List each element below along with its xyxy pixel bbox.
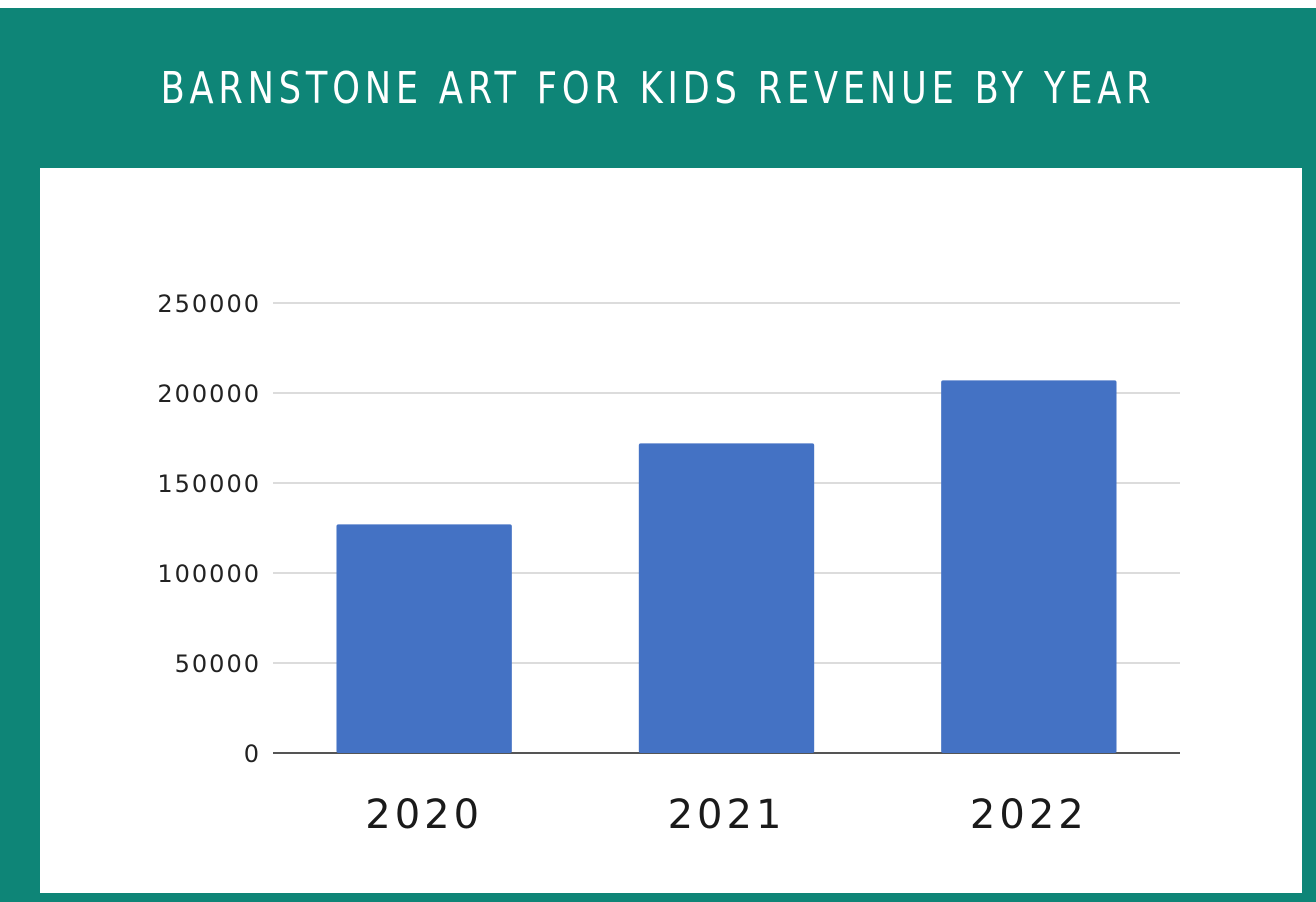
y-tick-label: 250000 (157, 290, 261, 318)
x-category-label: 2020 (365, 792, 483, 838)
y-tick-label: 100000 (157, 560, 261, 588)
y-tick-label: 50000 (175, 650, 261, 678)
chart-title: BARNSTONE ART FOR KIDS REVENUE BY YEAR (160, 62, 1156, 114)
bar-chart: 0 50000 100000 150000 200000 250000 2020 2021 20… (157, 290, 1180, 838)
y-tick-label: 200000 (157, 380, 261, 408)
y-tick-label: 0 (244, 740, 261, 768)
x-category-label: 2022 (970, 792, 1088, 838)
chart-frame: BARNSTONE ART FOR KIDS REVENUE BY YEAR 0… (0, 8, 1316, 902)
bar-2022 (941, 380, 1117, 753)
y-tick-label: 150000 (157, 470, 261, 498)
bar-2020 (336, 524, 512, 753)
x-category-label: 2021 (668, 792, 786, 838)
bar-2021 (638, 443, 815, 753)
chart-panel: 0 50000 100000 150000 200000 250000 2020 2021 20… (40, 168, 1302, 893)
